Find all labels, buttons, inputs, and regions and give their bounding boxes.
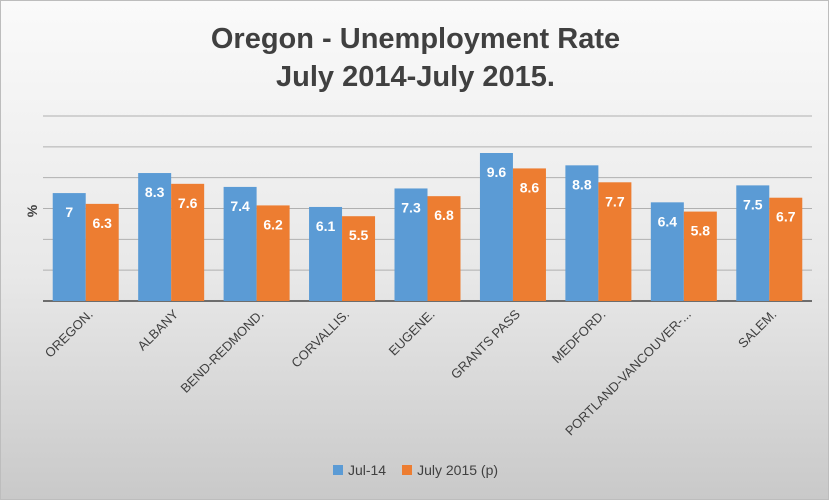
data-label-jul-14-oregon: 7 xyxy=(65,204,73,220)
bar-july-2015-p-oregon xyxy=(85,203,119,301)
data-label-july-2015-p-oregon: 6.3 xyxy=(92,215,112,231)
bar-jul-14-eugene xyxy=(394,188,428,301)
bar-jul-14-portland-vancouver xyxy=(650,202,684,301)
bar-jul-14-corvallis xyxy=(309,206,343,301)
data-label-july-2015-p-albany: 7.6 xyxy=(178,195,198,211)
bar-july-2015-p-eugene xyxy=(427,196,461,301)
legend-swatch-july-2015 xyxy=(402,465,413,475)
x-tick-label-medford: MEDFORD. xyxy=(549,307,609,367)
bar-july-2015-p-grants-pass xyxy=(512,168,546,301)
data-label-july-2015-p-grants-pass: 8.6 xyxy=(520,179,540,195)
legend: Jul-14 July 2015 (p) xyxy=(1,462,829,478)
chart-title-line-1: Oregon - Unemployment Rate xyxy=(210,23,621,55)
bar-july-2015-p-portland-vancouver xyxy=(683,211,717,301)
x-tick-label-grants-pass: GRANTS PASS xyxy=(448,306,524,382)
bar-jul-14-salem xyxy=(736,185,770,301)
bar-jul-14-albany xyxy=(138,173,172,301)
data-label-jul-14-corvallis: 6.1 xyxy=(316,218,336,234)
y-axis-label: % xyxy=(24,204,40,217)
data-label-july-2015-p-portland-vancouver: 5.8 xyxy=(691,223,711,239)
data-label-jul-14-portland-vancouver: 6.4 xyxy=(658,213,678,229)
legend-label-july-2015: July 2015 (p) xyxy=(417,462,499,478)
data-label-jul-14-eugene: 7.3 xyxy=(401,199,421,215)
data-label-jul-14-albany: 8.3 xyxy=(145,184,165,200)
x-tick-label-oregon: OREGON. xyxy=(42,307,96,361)
data-label-jul-14-medford: 8.8 xyxy=(572,176,592,192)
x-tick-label-salem: SALEM. xyxy=(735,307,779,351)
x-tick-label-corvallis: CORVALLIS. xyxy=(288,307,352,371)
bar-jul-14-grants-pass xyxy=(479,153,513,301)
x-tick-label-eugene: EUGENE. xyxy=(386,307,438,359)
bar-july-2015-p-medford xyxy=(598,182,632,301)
bar-july-2015-p-bend-redmond xyxy=(256,205,290,301)
data-label-july-2015-p-bend-redmond: 6.2 xyxy=(263,216,283,232)
bar-jul-14-bend-redmond xyxy=(223,186,257,301)
data-label-july-2015-p-eugene: 6.8 xyxy=(434,207,454,223)
data-label-july-2015-p-salem: 6.7 xyxy=(776,209,796,225)
data-label-jul-14-bend-redmond: 7.4 xyxy=(230,198,250,214)
chart-title-line-2: July 2014-July 2015. xyxy=(276,61,555,93)
x-tick-label-albany: ALBANY xyxy=(134,306,181,353)
legend-item-july-2015: July 2015 (p) xyxy=(402,462,498,478)
data-label-july-2015-p-medford: 7.7 xyxy=(605,193,625,209)
legend-label-jul-14: Jul-14 xyxy=(347,462,387,478)
data-label-jul-14-salem: 7.5 xyxy=(743,196,763,212)
data-label-jul-14-grants-pass: 9.6 xyxy=(487,164,507,180)
data-label-july-2015-p-corvallis: 5.5 xyxy=(349,227,369,243)
legend-swatch-jul-14 xyxy=(332,465,343,475)
bar-jul-14-medford xyxy=(565,165,599,301)
legend-item-jul-14: Jul-14 xyxy=(332,462,387,478)
bar-july-2015-p-salem xyxy=(769,197,803,301)
x-tick-label-bend-redmond: BEND-REDMOND. xyxy=(177,307,266,396)
bar-july-2015-p-corvallis xyxy=(342,216,376,301)
bar-jul-14-oregon xyxy=(52,193,86,301)
bar-july-2015-p-albany xyxy=(171,183,205,301)
